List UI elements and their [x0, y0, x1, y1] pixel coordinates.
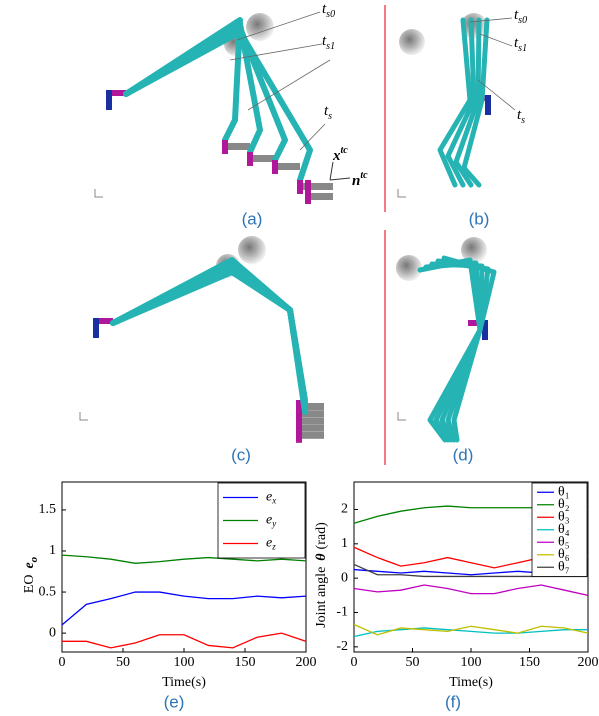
y-label-symbol: θ — [314, 553, 329, 561]
gripper-finger — [302, 425, 324, 432]
annotation-superscript: tc — [341, 145, 349, 156]
annotation-superscript: tc — [360, 170, 368, 181]
y-label-unit: (rad) — [314, 522, 329, 550]
y-label-text: Joint angle — [314, 567, 329, 628]
robot-link — [126, 32, 310, 180]
gripper-finger — [253, 155, 275, 162]
annotation: ts1 — [514, 35, 527, 54]
target-sphere — [399, 29, 425, 55]
legend-subscript: z — [271, 542, 276, 552]
x-tick-label: 100 — [461, 655, 482, 670]
gripper — [222, 140, 228, 154]
axis-icon — [80, 412, 88, 420]
axis-icon — [95, 189, 103, 197]
robot-base — [106, 90, 112, 110]
annotation-subscript: s0 — [518, 15, 527, 26]
target-sphere — [238, 236, 266, 264]
robot-link — [113, 266, 305, 406]
y-tick-label: 1 — [49, 543, 56, 558]
axis-arrow — [330, 178, 350, 180]
x-axis-label: Time(s) — [162, 675, 206, 690]
annotation: ntc — [352, 170, 368, 189]
x-tick-label: 50 — [406, 655, 420, 670]
x-tick-label: 100 — [174, 655, 195, 670]
x-tick-label: 0 — [59, 655, 66, 670]
y-tick-label: 0.5 — [39, 584, 57, 599]
y-tick-label: 1 — [341, 536, 348, 551]
x-tick-label: 150 — [235, 655, 256, 670]
gripper-finger — [311, 193, 333, 200]
gripper-finger — [278, 163, 300, 170]
y-label-subscript: o — [28, 556, 40, 562]
y-tick-label: 0 — [341, 570, 348, 585]
annotation-symbol: n — [352, 173, 360, 189]
target-sphere — [396, 255, 422, 281]
legend-subscript: y — [271, 519, 276, 529]
gripper-finger — [228, 143, 250, 150]
panel-label: (b) — [469, 209, 490, 228]
panel-label: (c) — [231, 445, 251, 464]
y-tick-label: 1.5 — [39, 502, 57, 517]
gripper-finger — [311, 183, 333, 190]
target-sphere — [246, 13, 274, 41]
x-tick-label: 200 — [296, 655, 317, 670]
annotation: ts — [324, 103, 332, 122]
gripper — [297, 180, 303, 194]
gripper-finger — [302, 432, 324, 439]
x-tick-label: 50 — [116, 655, 130, 670]
annotation: ts0 — [514, 7, 527, 26]
y-axis-label: EOeo — [22, 556, 39, 593]
robot-link — [113, 272, 305, 412]
panel-label: (f) — [445, 692, 461, 711]
x-axis-label: Time(s) — [449, 675, 493, 690]
y-tick-label: -1 — [336, 605, 348, 620]
legend-name: θ₇ — [558, 559, 570, 574]
gripper-finger — [302, 417, 324, 424]
gripper — [296, 429, 302, 443]
robot-base — [93, 318, 99, 338]
y-label-text: EO — [22, 575, 37, 594]
panel-label: (a) — [242, 209, 263, 228]
axis-icon — [398, 189, 406, 197]
figure: (a)ts0ts1tsxtcntc(b)ts0ts1ts(c)(d)050100… — [0, 0, 599, 716]
y-axis-label: Joint angle θ (rad) — [314, 522, 329, 628]
annotation: xtc — [332, 145, 348, 164]
annotation-subscript: s — [328, 111, 332, 122]
panel-label: (d) — [453, 445, 474, 464]
x-tick-label: 0 — [351, 655, 358, 670]
annotation-subscript: s0 — [326, 9, 335, 20]
y-tick-label: 2 — [341, 502, 348, 517]
annotation-subscript: s1 — [518, 43, 527, 54]
robot-base — [485, 95, 491, 115]
panel-label: (e) — [164, 692, 185, 711]
legend-label: θ₇ — [558, 559, 570, 574]
annotation-subscript: s1 — [326, 41, 335, 52]
x-tick-label: 150 — [519, 655, 540, 670]
annotation: ts1 — [322, 33, 335, 52]
y-tick-label: -2 — [336, 639, 348, 654]
y-tick-label: 0 — [49, 625, 56, 640]
legend-subscript: x — [271, 496, 276, 506]
robot-link — [113, 269, 305, 409]
gripper — [272, 160, 278, 174]
annotation-subscript: s — [521, 115, 525, 126]
robot-link — [448, 20, 474, 185]
x-tick-label: 200 — [578, 655, 599, 670]
annotation: ts — [517, 107, 525, 126]
annotation: ts0 — [322, 1, 335, 20]
axis-arrow — [330, 162, 333, 180]
gripper — [305, 190, 311, 204]
axis-icon — [398, 412, 406, 420]
gripper — [247, 152, 253, 166]
